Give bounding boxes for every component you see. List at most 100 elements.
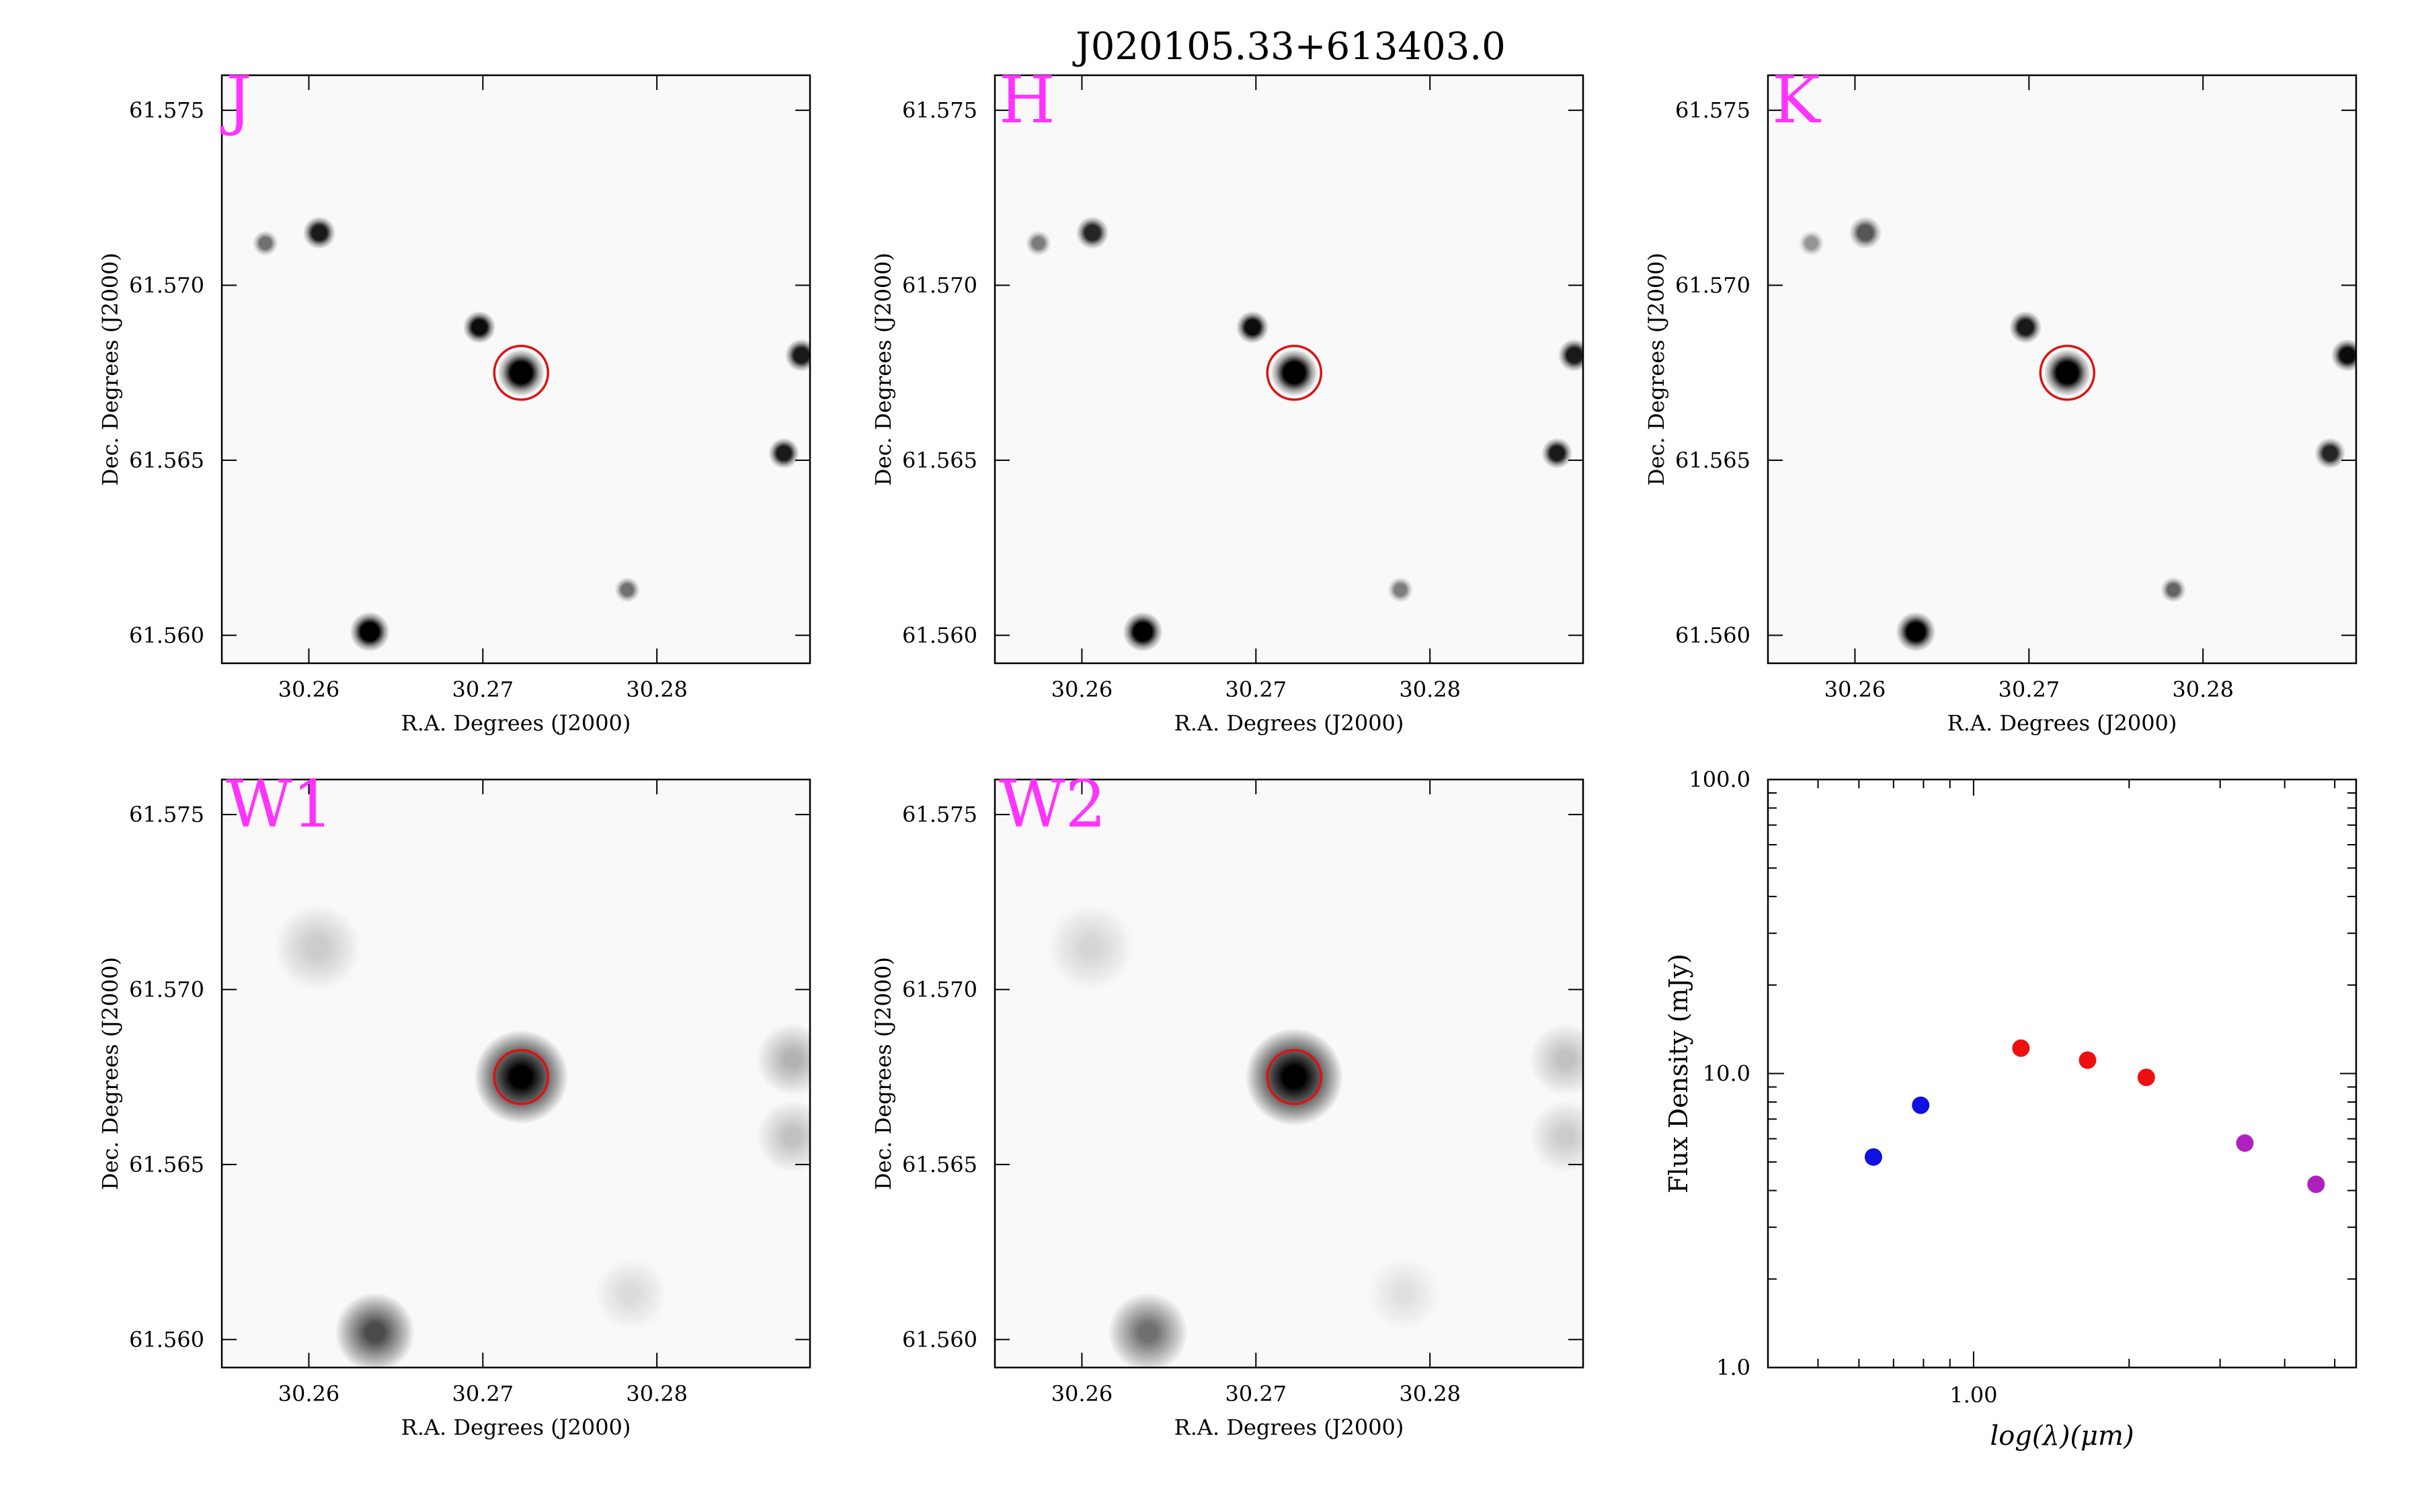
source-1 xyxy=(2009,310,2042,344)
panels: 30.26 30.27 30.28 61.560 61.565 61.570 61.575 R… xyxy=(97,62,2357,1452)
x-tick-label: 30.28 xyxy=(1399,1381,1461,1406)
source-2 xyxy=(1047,904,1135,991)
source-4 xyxy=(1529,1100,1583,1173)
x-tick-label: 30.28 xyxy=(2172,677,2234,702)
panel-h: 30.26 30.27 30.28 61.560 61.565 61.570 61.575 R… xyxy=(871,62,1584,736)
x-tick-label: 30.26 xyxy=(278,1381,340,1406)
x-tick-label: 30.27 xyxy=(452,1381,514,1406)
axes-frame xyxy=(994,74,1584,665)
axes-frame xyxy=(220,74,811,665)
x-tick-label: 30.26 xyxy=(1051,677,1113,702)
source-7 xyxy=(614,577,641,603)
target-aperture xyxy=(2039,344,2096,401)
y-tick-label: 61.575 xyxy=(1675,97,1750,123)
image-pixels xyxy=(1798,216,2356,652)
source-0 xyxy=(1245,1027,1344,1126)
source-5 xyxy=(1541,437,1573,469)
y-tick-label: 61.575 xyxy=(902,97,977,123)
source-7 xyxy=(1387,577,1414,603)
y-tick-label: 61.565 xyxy=(902,448,977,473)
source-6 xyxy=(1123,612,1163,652)
image-pixels xyxy=(252,216,810,652)
y-tick-label: 61.560 xyxy=(129,622,204,648)
y-tick-label: 10.0 xyxy=(1703,1061,1750,1087)
x-axis-label: R.A. Degrees (J2000) xyxy=(1947,710,2177,736)
y-tick-label: 61.575 xyxy=(129,97,204,123)
axes-frame xyxy=(994,778,1584,1369)
sed-point xyxy=(2137,1068,2155,1087)
x-tick-label: 30.27 xyxy=(452,677,514,702)
panel-j: 30.26 30.27 30.28 61.560 61.565 61.570 61.575 R… xyxy=(97,62,811,736)
x-tick-label: 30.27 xyxy=(1225,677,1287,702)
source-1 xyxy=(462,310,496,344)
panel-k: 30.26 30.27 30.28 61.560 61.565 61.570 61.575 R… xyxy=(1644,62,2357,736)
source-4 xyxy=(1558,339,1583,372)
target-aperture xyxy=(1266,344,1323,401)
x-axis-label: R.A. Degrees (J2000) xyxy=(401,1415,631,1440)
panel-w1: 30.26 30.27 30.28 61.560 61.565 61.570 61.575 R… xyxy=(97,767,811,1440)
sed-point xyxy=(2012,1039,2030,1057)
y-tick-label: 61.560 xyxy=(1675,622,1750,648)
source-0 xyxy=(497,349,545,396)
y-tick-label: 61.570 xyxy=(1675,273,1750,298)
axes-frame xyxy=(1767,778,2357,1369)
source-2 xyxy=(1849,216,1882,249)
source-7 xyxy=(2161,577,2187,603)
y-axis-label: Dec. Degrees (J2000) xyxy=(871,253,896,486)
y-tick-label: 61.570 xyxy=(902,273,977,298)
band-label: H xyxy=(999,62,1055,138)
source-2 xyxy=(1076,216,1109,249)
y-tick-label: 61.570 xyxy=(129,273,204,298)
sed-point xyxy=(2236,1134,2254,1152)
x-tick-label: 30.26 xyxy=(278,677,340,702)
x-tick-label: 30.27 xyxy=(1225,1381,1287,1406)
y-tick-label: 1.0 xyxy=(1716,1355,1750,1380)
figure-title: J020105.33+613403.0 xyxy=(1072,25,1505,69)
x-axis-label: log(λ)(μm) xyxy=(1990,1421,2134,1452)
band-label: W1 xyxy=(226,767,333,842)
source-0 xyxy=(2044,349,2091,396)
y-tick-label: 61.570 xyxy=(129,977,204,1003)
source-5 xyxy=(2314,437,2346,469)
source-1 xyxy=(335,1292,415,1368)
image-pixels xyxy=(274,904,810,1368)
sed-point xyxy=(1912,1096,1930,1114)
source-3 xyxy=(756,1023,810,1096)
sed-point xyxy=(2079,1051,2097,1069)
source-4 xyxy=(2331,339,2356,372)
image-pixels xyxy=(1047,904,1583,1368)
source-0 xyxy=(474,1030,569,1124)
target-aperture xyxy=(493,1048,550,1105)
source-5 xyxy=(1367,1257,1441,1331)
band-label: W2 xyxy=(999,767,1106,842)
x-axis-label: R.A. Degrees (J2000) xyxy=(401,710,631,736)
source-2 xyxy=(274,904,362,991)
axes-frame xyxy=(1767,74,2357,665)
y-axis-label: Flux Density (mJy) xyxy=(1664,954,1693,1193)
x-axis-label: R.A. Degrees (J2000) xyxy=(1174,710,1404,736)
source-1 xyxy=(1236,310,1269,344)
source-1 xyxy=(1108,1292,1188,1368)
y-axis-label: Dec. Degrees (J2000) xyxy=(97,957,123,1190)
axes-frame xyxy=(220,778,811,1369)
x-tick-label: 30.26 xyxy=(1051,1381,1113,1406)
band-label: K xyxy=(1772,62,1822,138)
target-aperture xyxy=(493,344,550,401)
source-2 xyxy=(302,216,336,249)
y-axis-label: Dec. Degrees (J2000) xyxy=(97,253,123,486)
y-tick-label: 61.575 xyxy=(902,802,977,827)
y-tick-label: 61.565 xyxy=(129,448,204,473)
y-tick-label: 61.565 xyxy=(129,1152,204,1177)
y-tick-label: 61.575 xyxy=(129,802,204,827)
x-tick-label: 30.28 xyxy=(626,1381,688,1406)
panel-w2: 30.26 30.27 30.28 61.560 61.565 61.570 61.575 R… xyxy=(871,767,1584,1440)
sed-point xyxy=(1864,1148,1882,1166)
y-tick-label: 100.0 xyxy=(1689,767,1750,792)
y-tick-label: 61.565 xyxy=(902,1152,977,1177)
x-axis-label: R.A. Degrees (J2000) xyxy=(1174,1415,1404,1440)
source-3 xyxy=(252,230,278,256)
source-3 xyxy=(1529,1023,1583,1096)
x-tick-label: 30.27 xyxy=(1999,677,2060,702)
y-tick-label: 61.560 xyxy=(902,1327,977,1352)
source-6 xyxy=(350,612,390,652)
